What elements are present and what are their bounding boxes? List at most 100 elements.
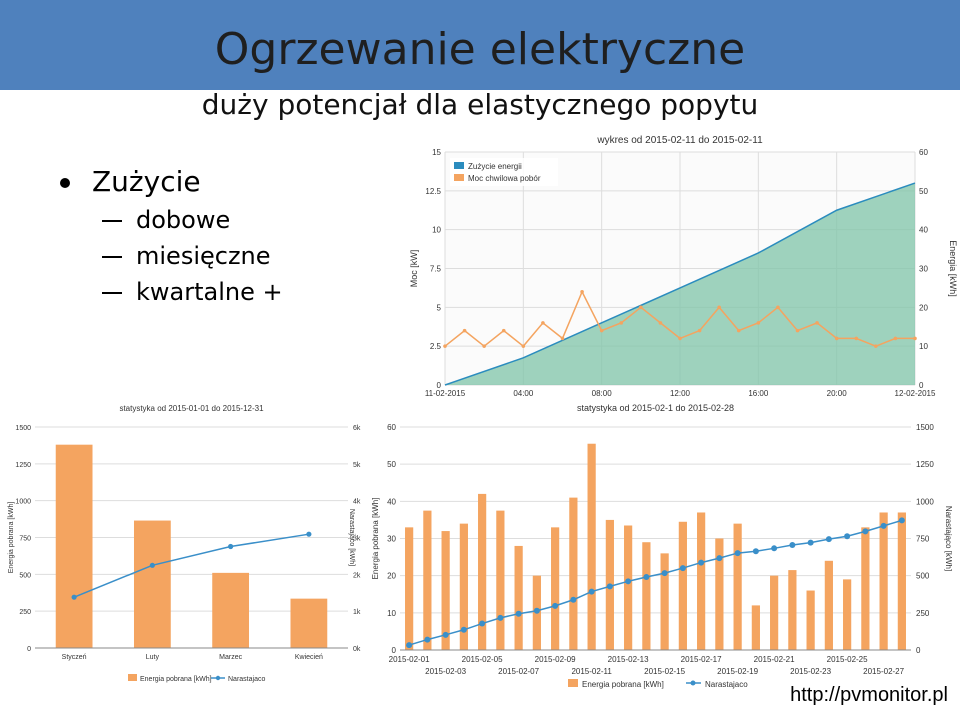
cumulative-point bbox=[606, 583, 613, 590]
power-point bbox=[521, 344, 526, 348]
bar bbox=[587, 443, 596, 650]
x-tick-label: 12-02-2015 bbox=[895, 389, 936, 398]
y-tick-label-right: 250 bbox=[916, 609, 930, 618]
cumulative-point bbox=[825, 536, 832, 543]
bullet-main: Zużycie bbox=[60, 165, 283, 198]
bar bbox=[861, 527, 870, 650]
cumulative-point bbox=[880, 522, 887, 529]
cumulative-point bbox=[844, 533, 851, 540]
y-tick-label-left: 1000 bbox=[15, 499, 31, 506]
bar bbox=[824, 560, 833, 650]
power-point bbox=[697, 328, 702, 333]
bar bbox=[423, 510, 432, 650]
legend-label: Energia pobrana [kWh] bbox=[140, 676, 212, 683]
y-tick-label-right: 750 bbox=[916, 535, 930, 544]
y-tick-label-left: 60 bbox=[387, 423, 396, 432]
power-point bbox=[854, 336, 859, 341]
chart-title: wykres od 2015-02-11 do 2015-02-11 bbox=[596, 135, 763, 146]
x-tick-label: Marzec bbox=[219, 654, 242, 661]
header-bar bbox=[0, 0, 960, 90]
bar bbox=[788, 570, 797, 650]
y-tick-label-right: 1500 bbox=[916, 423, 934, 432]
power-point bbox=[756, 321, 761, 325]
bullet-sub-1: dobowe bbox=[102, 206, 283, 234]
cumulative-point bbox=[149, 562, 155, 568]
y-tick-label-right: 30 bbox=[919, 265, 928, 274]
dash-icon bbox=[102, 292, 122, 294]
y-tick-label-right: 5k bbox=[353, 462, 361, 469]
y-axis-label-left: Energia pobrana [kWh] bbox=[8, 502, 15, 574]
y-tick-label-left: 30 bbox=[387, 535, 396, 544]
cumulative-point bbox=[807, 539, 814, 546]
y-tick-label-left: 10 bbox=[387, 609, 396, 618]
cumulative-point bbox=[643, 574, 650, 581]
dash-icon bbox=[102, 220, 122, 222]
y-tick-label-left: 7.5 bbox=[430, 265, 442, 274]
cumulative-point bbox=[661, 570, 668, 577]
power-point bbox=[717, 305, 721, 310]
y-tick-label-right: 1k bbox=[353, 609, 361, 616]
bar bbox=[879, 512, 888, 650]
power-point bbox=[776, 305, 780, 310]
energy-line bbox=[444, 182, 916, 386]
cumulative-point bbox=[588, 588, 595, 595]
power-point bbox=[599, 328, 604, 333]
y-tick-label-right: 500 bbox=[916, 572, 930, 581]
x-tick-label: 08:00 bbox=[592, 389, 613, 398]
y-tick-label-left: 15 bbox=[432, 148, 441, 157]
power-point bbox=[736, 328, 741, 333]
bullet-list: Zużycie dobowe miesięczne kwartalne + bbox=[60, 165, 283, 306]
bullet-sub-3: kwartalne + bbox=[102, 278, 283, 306]
cumulative-point bbox=[734, 550, 741, 557]
x-tick-label-bottom: 2015-02-23 bbox=[790, 667, 831, 676]
february-chart-panel: statystyka od 2015-02-1 do 2015-02-28 0 0 1… bbox=[368, 400, 960, 690]
x-tick-label: Luty bbox=[146, 654, 160, 661]
bar bbox=[514, 545, 523, 650]
slide-title: Ogrzewanie elektryczne bbox=[214, 24, 746, 75]
cumulative-line bbox=[408, 519, 903, 646]
y-tick-label-left: 12.5 bbox=[425, 187, 441, 196]
february-chart: statystyka od 2015-02-1 do 2015-02-28 0 0 1… bbox=[371, 403, 953, 689]
dash-icon bbox=[102, 256, 122, 258]
bar bbox=[897, 512, 906, 650]
cumulative-point bbox=[625, 578, 632, 585]
x-tick-label-top: 2015-02-25 bbox=[827, 655, 868, 664]
legend-swatch bbox=[568, 679, 578, 687]
cumulative-point bbox=[442, 631, 449, 638]
x-tick-label: Kwiecień bbox=[295, 654, 323, 661]
x-tick-label-bottom: 2015-02-11 bbox=[571, 667, 612, 676]
cumulative-point bbox=[424, 636, 431, 643]
legend-marker bbox=[215, 675, 221, 681]
cumulative-point bbox=[679, 565, 686, 572]
cumulative-point bbox=[406, 642, 413, 649]
power-point bbox=[443, 344, 447, 348]
bullet-dot-icon bbox=[60, 178, 70, 188]
x-tick-label-bottom: 2015-02-03 bbox=[425, 667, 466, 676]
chart-title: statystyka od 2015-02-1 do 2015-02-28 bbox=[577, 403, 734, 413]
cumulative-point bbox=[862, 528, 869, 535]
bar bbox=[733, 523, 742, 650]
power-point bbox=[834, 336, 839, 341]
power-point bbox=[639, 305, 643, 310]
x-tick-label-top: 2015-02-21 bbox=[754, 655, 795, 664]
y-tick-label-left: 1500 bbox=[15, 425, 31, 432]
power-point bbox=[619, 321, 624, 325]
y-tick-label-left: 0 bbox=[27, 646, 31, 653]
y-tick-label-left: 0 bbox=[437, 381, 442, 390]
x-tick-label-top: 2015-02-05 bbox=[462, 655, 503, 664]
bar bbox=[642, 542, 651, 650]
y-tick-label-right: 0k bbox=[353, 646, 361, 653]
y-axis-label-left: Moc [kW] bbox=[409, 250, 419, 288]
bar bbox=[660, 553, 669, 650]
bullet-sub-text: miesięczne bbox=[136, 242, 271, 270]
x-tick-label-bottom: 2015-02-19 bbox=[717, 667, 758, 676]
y-tick-label-left: 40 bbox=[387, 497, 396, 506]
legend-swatch bbox=[454, 174, 464, 181]
bar bbox=[441, 531, 450, 650]
monthly-chart-panel: statystyka od 2015-01-01 do 2015-12-31 0 0… bbox=[3, 400, 368, 690]
legend-marker bbox=[690, 680, 696, 686]
power-point bbox=[795, 328, 800, 333]
bar bbox=[459, 523, 468, 650]
bar bbox=[212, 572, 250, 648]
source-url[interactable]: http://pvmonitor.pl bbox=[790, 684, 948, 706]
